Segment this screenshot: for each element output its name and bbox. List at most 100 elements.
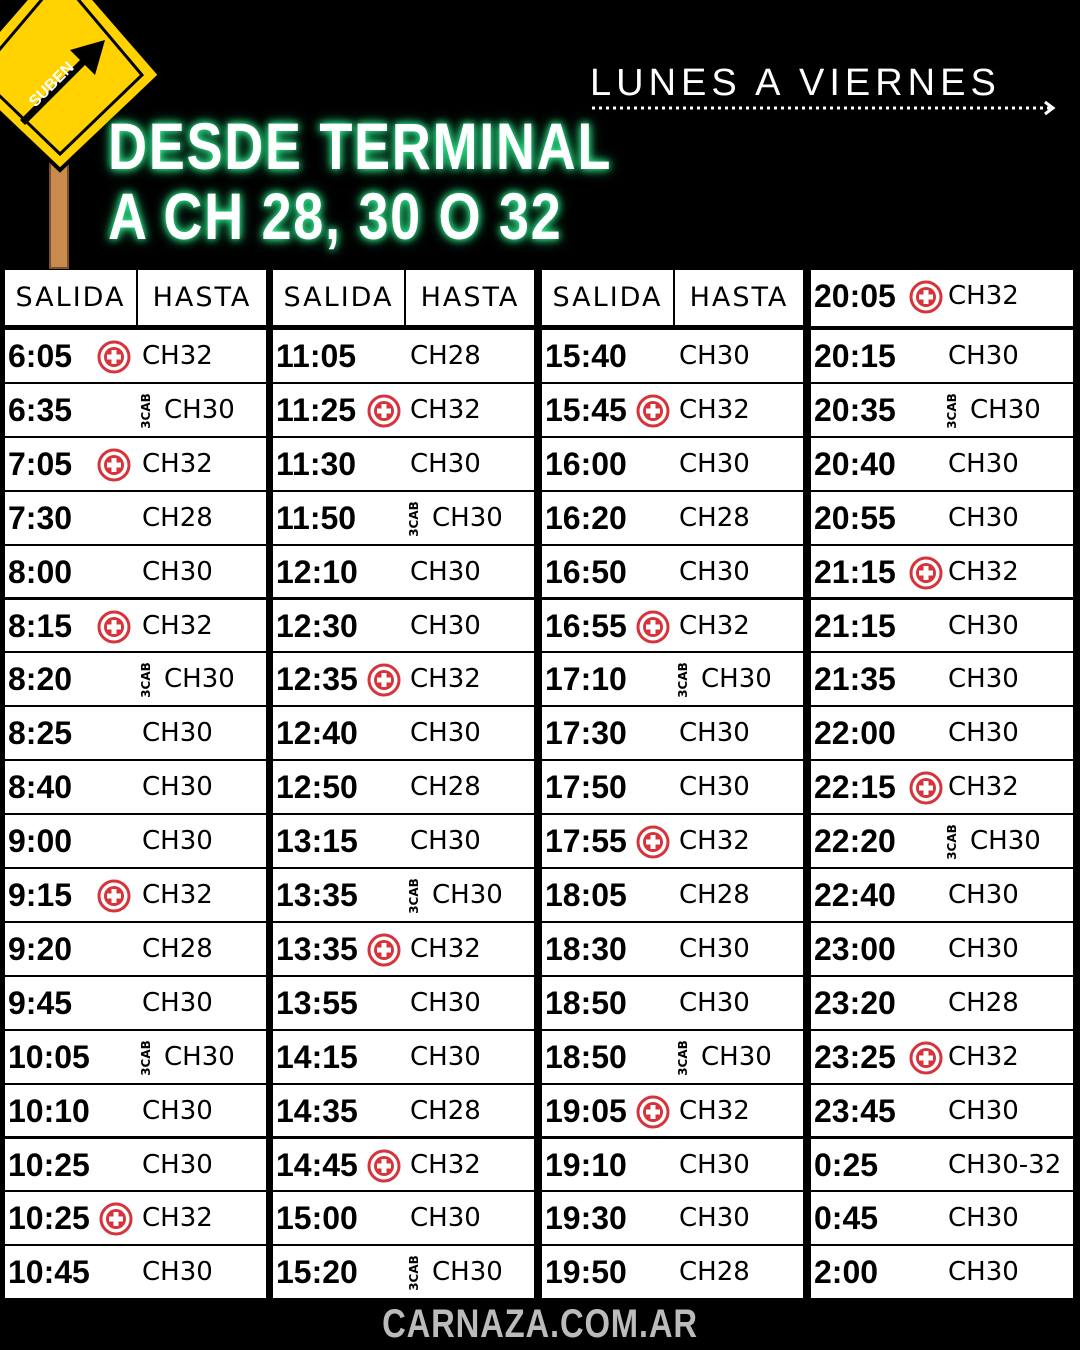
destination: CH28 [679,880,750,910]
departure-time: 16:20 [545,499,627,536]
departure-time: 22:20 [814,823,896,860]
destination: CH30 [948,610,1019,641]
cross-icon [909,1041,943,1075]
schedule-row: 2:00 CH30 [811,1246,1075,1301]
header-cell: HASTA [138,270,268,328]
schedule-row: 6:35 3CAB CH30 [5,383,268,438]
arrow-head [1044,100,1056,116]
destination: CH30 [948,1203,1019,1234]
departure-time: 6:05 [8,338,73,374]
cross-sign [646,1104,660,1119]
departure-time: 20:15 [814,338,896,374]
schedule-row: 11:05 CH28 [273,330,536,384]
destination: CH30 [164,394,235,425]
schedule-row: 10:25 CH30 [5,1138,268,1193]
destination: CH28 [679,1257,750,1288]
departure-time: 15:20 [276,1254,358,1291]
schedule-row: 14:35 CH28 [273,1084,536,1139]
cab-tag: 3CAB [407,500,421,537]
destination: CH30 [410,987,481,1018]
destination: CH32 [679,394,750,425]
departure-time: 11:30 [276,445,357,482]
dotted-arrow [592,100,1056,116]
destination: CH32 [142,1203,213,1234]
departure-time: 23:45 [814,1092,896,1129]
departure-time: 13:35 [276,877,358,913]
departure-time: 14:45 [276,1146,358,1183]
schedule-row: 12:40 CH30 [273,707,536,762]
destination: CH30 [948,718,1019,749]
cross-icon [367,933,401,967]
schedule-row: 7:05 CH32 [5,437,268,492]
departure-time: 11:50 [276,499,357,536]
destination: CH30 [948,1095,1019,1126]
destination: CH30 [432,880,503,910]
destination: CH32 [142,448,213,479]
cross-ring [636,1095,670,1129]
departure-time: 15:00 [276,1200,358,1237]
departure-time: 0:45 [814,1200,879,1237]
departure-time: 18:05 [545,877,627,913]
cross-icon [636,394,670,428]
departure-time: 8:20 [8,661,73,698]
departure-time: 9:20 [8,930,73,967]
destination: CH30 [164,1041,235,1072]
departure-time: 17:10 [545,661,627,698]
cab-tag: 3CAB [139,393,153,429]
departure-time: 12:50 [276,769,358,806]
cab-tag: 3CAB [407,1255,421,1292]
schedule-row: 17:50 CH30 [542,761,805,816]
cross-sign [109,1212,123,1227]
schedule-row: 21:35 CH30 [811,653,1075,708]
schedule-row: 13:15 CH30 [273,815,536,869]
cross-ring [367,663,401,697]
destination: CH30 [410,718,481,749]
schedule-row: 17:30 CH30 [542,707,805,762]
destination: CH30 [432,1257,503,1288]
schedule-row: 12:50 CH28 [273,761,536,816]
schedule-row: 22:00 CH30 [811,707,1075,762]
schedule-row: 19:50 CH28 [542,1246,805,1301]
schedule-row: 19:30 CH30 [542,1192,805,1247]
schedule-row: 21:15 CH30 [811,599,1075,654]
schedule-row: 23:20 CH28 [811,976,1075,1031]
schedule-row: 16:50 CH30 [542,545,805,600]
departure-time: 12:10 [276,553,358,590]
cross-icon [909,280,943,314]
schedule-row: 12:35 CH32 [273,653,536,708]
departure-time: 19:10 [545,1146,627,1183]
departure-time: 22:40 [814,877,896,913]
schedule-row: 16:20 CH28 [542,491,805,546]
departure-time: 2:00 [814,1254,879,1291]
schedule-row: 0:45 CH30 [811,1192,1075,1247]
destination: CH30 [164,664,235,695]
departure-time: 7:05 [8,445,73,482]
cab-tag: 3CAB [676,662,690,699]
schedule-row: 23:45 CH30 [811,1084,1075,1139]
cross-sign [107,889,121,903]
destination: CH30 [679,448,750,479]
departure-time: 14:35 [276,1092,358,1129]
cross-ring [367,933,401,967]
destination: CH30 [679,341,750,371]
departure-time: 10:05 [8,1038,90,1075]
destination: CH30 [679,718,750,749]
destination: CH30 [142,1149,213,1180]
cross-ring [97,879,131,913]
departure-time: 10:45 [8,1254,90,1291]
schedule-row: 9:20 CH28 [5,922,268,977]
departure-time: 22:00 [814,715,896,752]
cross-sign [377,942,391,957]
destination: CH30 [948,933,1019,964]
destination: CH32 [679,826,750,857]
header-cell: SALIDA [542,270,675,328]
destination: CH30 [142,987,213,1018]
schedule-row: 10:25 CH32 [5,1192,268,1247]
schedule-row: 22:40 CH30 [811,869,1075,923]
departure-time: 7:30 [8,499,73,536]
road-sign: SUBEN [0,0,163,269]
departure-time: 23:00 [814,930,896,967]
schedule-row: 18:50 CH30 [542,976,805,1031]
destination: CH30 [410,610,481,641]
